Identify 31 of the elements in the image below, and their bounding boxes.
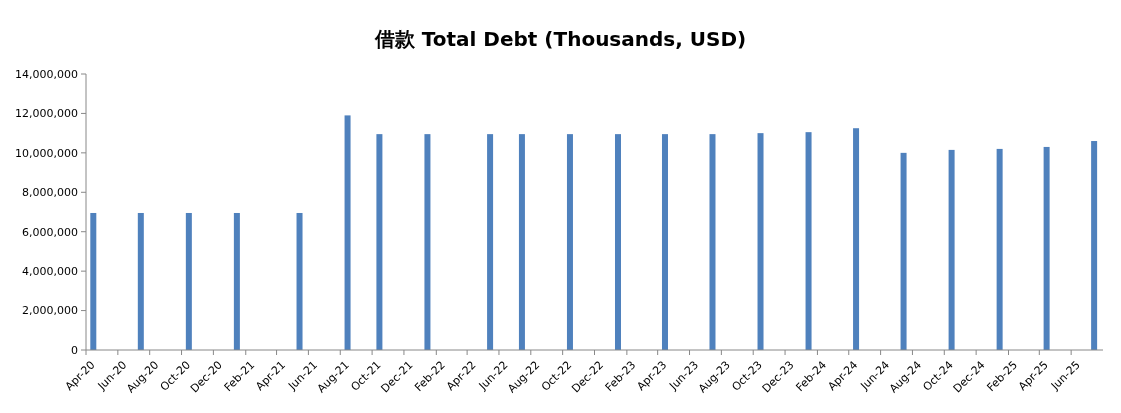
bar — [296, 212, 303, 350]
bar — [709, 134, 716, 350]
bar — [853, 128, 860, 350]
bar — [1091, 141, 1098, 350]
bar — [487, 134, 494, 350]
y-tick-label: 0 — [71, 343, 78, 357]
bar — [518, 134, 525, 350]
bar — [566, 134, 573, 350]
bar — [661, 134, 668, 350]
bar — [233, 212, 240, 350]
bar — [996, 148, 1003, 350]
y-tick-label: 4,000,000 — [22, 264, 78, 278]
bar — [424, 134, 431, 350]
bar — [948, 149, 955, 350]
y-tick-label: 8,000,000 — [22, 186, 78, 200]
bar — [805, 132, 812, 350]
bar — [90, 212, 97, 350]
y-tick-label: 2,000,000 — [22, 304, 78, 318]
chart-title: 借款 Total Debt (Thousands, USD) — [373, 27, 747, 51]
bar — [1043, 146, 1050, 350]
y-tick-label: 6,000,000 — [22, 225, 78, 239]
y-tick-label: 12,000,000 — [15, 107, 78, 121]
y-tick-label: 14,000,000 — [15, 67, 78, 81]
bar — [344, 115, 351, 350]
bar — [614, 134, 621, 350]
y-tick-label: 10,000,000 — [15, 146, 78, 160]
bar — [900, 152, 907, 350]
bar — [376, 134, 383, 350]
bar — [757, 133, 764, 350]
bar — [185, 212, 192, 350]
bar — [137, 212, 144, 350]
